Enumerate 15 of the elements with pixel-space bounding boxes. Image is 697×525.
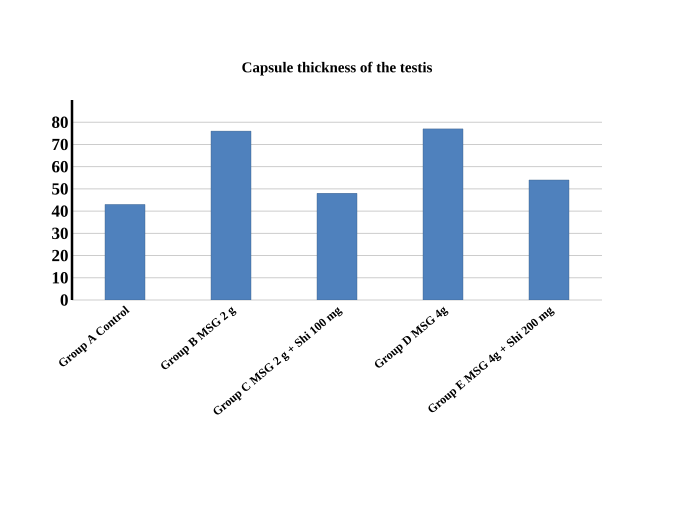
- y-tick-label: 70: [52, 138, 68, 150]
- y-tick-label: 50: [52, 183, 68, 195]
- bar: [528, 180, 570, 300]
- bar: [210, 130, 252, 300]
- y-tick-label: 60: [52, 160, 68, 172]
- bar: [422, 128, 464, 300]
- y-tick-label: 80: [52, 116, 68, 128]
- y-tick-label: 10: [52, 272, 68, 284]
- y-tick-label: 30: [52, 228, 68, 240]
- bar: [104, 204, 146, 300]
- chart-title: Capsule thickness of the testis: [242, 62, 432, 76]
- bar: [316, 193, 358, 300]
- y-tick-label: 0: [60, 294, 68, 306]
- y-tick-label: 20: [52, 250, 68, 262]
- y-tick-label: 40: [52, 205, 68, 217]
